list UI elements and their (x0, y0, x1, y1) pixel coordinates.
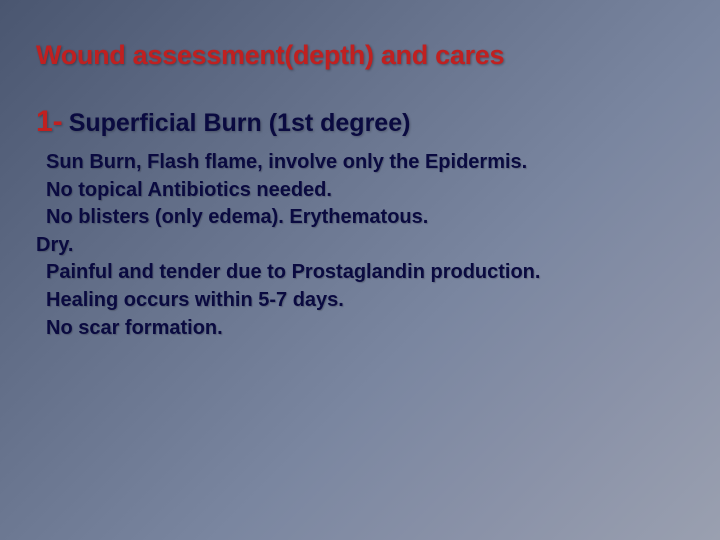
body-line: Sun Burn, Flash flame, involve only the … (36, 149, 684, 177)
body-line: Dry. (36, 232, 684, 260)
body-line: No topical Antibiotics needed. (36, 177, 684, 205)
subheading-text: Superficial Burn (1st degree) (69, 109, 411, 138)
subheading: 1- Superficial Burn (1st degree) (36, 105, 684, 139)
body-line: No scar formation. (36, 315, 684, 343)
slide-title: Wound assessment(depth) and cares (36, 40, 684, 71)
subheading-number: 1- (36, 105, 63, 139)
slide-container: Wound assessment(depth) and cares 1- Sup… (0, 0, 720, 540)
body-line: Painful and tender due to Prostaglandin … (36, 259, 684, 287)
body-line: No blisters (only edema). Erythematous. (36, 204, 684, 232)
body-line: Healing occurs within 5-7 days. (36, 287, 684, 315)
body-text-block: Sun Burn, Flash flame, involve only the … (36, 149, 684, 342)
